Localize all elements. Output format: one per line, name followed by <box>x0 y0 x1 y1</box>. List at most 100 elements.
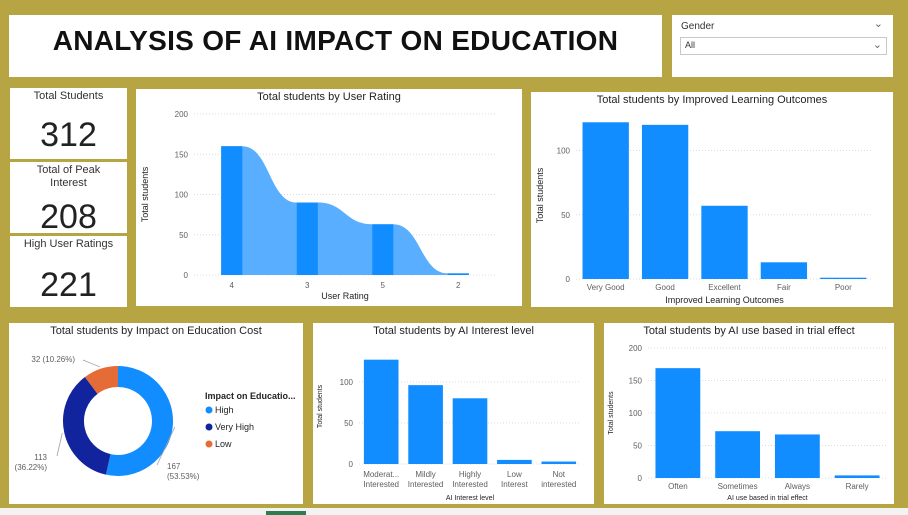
leader-line <box>56 432 63 457</box>
x-tick-label: 5 <box>381 281 386 290</box>
x-tick-label: interested <box>541 480 576 489</box>
chart-user-rating[interactable]: Total students by User Rating 0 50 100 150 2… <box>136 89 522 306</box>
bar <box>641 124 689 279</box>
x-tick-label: Not <box>553 470 566 479</box>
x-tick-label: Very Good <box>587 283 625 292</box>
bar <box>363 359 399 464</box>
dropdown-value: All <box>685 40 696 50</box>
x-axis-label: User Rating <box>321 291 369 301</box>
kpi-label: Total of Peak Interest <box>36 164 101 189</box>
legend-label: High <box>215 405 234 415</box>
legend-label: Low <box>215 439 232 449</box>
chart-title: Total students by Improved Learning Outc… <box>596 94 828 106</box>
kpi-value: 208 <box>40 198 97 236</box>
bar <box>452 398 488 464</box>
kpi-label: High User Ratings <box>23 238 114 250</box>
x-tick-label: Excellent <box>708 283 741 292</box>
chevron-down-icon[interactable]: ⌄ <box>872 39 882 51</box>
gender-slicer[interactable]: Gender ⌄ All ⌄ <box>672 15 893 77</box>
x-tick-label: Low <box>507 470 522 479</box>
title-card: ANALYSIS OF AI IMPACT ON EDUCATION <box>9 15 662 77</box>
data-label: (36.22%) <box>15 463 48 472</box>
chart-svg: 050100Moderat...InterestedMildlyInterest… <box>317 359 581 502</box>
y-tick-label: 150 <box>175 150 189 159</box>
bar <box>408 385 443 464</box>
donut-slice <box>84 366 119 395</box>
gender-dropdown[interactable]: All ⌄ <box>680 37 887 55</box>
bar <box>497 459 532 464</box>
x-tick-label: Interested <box>363 480 399 489</box>
leader-line <box>156 427 176 466</box>
chart-learning-outcomes[interactable]: Total students by Improved Learning Outc… <box>531 92 893 307</box>
x-tick-label: Moderat... <box>363 470 399 479</box>
y-tick-label: 50 <box>344 419 353 428</box>
chart-svg: 0 50 100 150 200 Often Sometimes Always Rarely AI… <box>608 344 887 502</box>
bar <box>820 277 867 279</box>
y-axis-label: Total students <box>140 166 150 222</box>
y-tick-label: 50 <box>561 211 570 220</box>
chart-svg: 0 50 100 150 200 4 3 5 2 User Rating Total student… <box>140 110 496 301</box>
chart-education-cost[interactable]: Total students by Impact on Education Co… <box>9 323 303 504</box>
x-tick-label: Highly <box>459 470 481 479</box>
bar <box>582 122 629 280</box>
data-label: (53.53%) <box>167 472 200 481</box>
y-tick-label: 100 <box>629 409 643 418</box>
x-tick-label: Interested <box>452 480 488 489</box>
x-axis-label: Improved Learning Outcomes <box>665 295 784 305</box>
x-tick-label: Good <box>655 283 675 292</box>
kpi-label: Total Students <box>33 90 104 102</box>
x-tick-label: Always <box>785 482 810 491</box>
x-tick-label: Poor <box>835 283 852 292</box>
y-tick-label: 0 <box>349 460 354 469</box>
x-tick-label: 4 <box>230 281 235 290</box>
chart-title: Total students by AI Interest level <box>373 325 534 337</box>
x-axis-label: AI use based in trial effect <box>727 495 807 502</box>
chart-trial-effect[interactable]: Total students by AI use based in trial … <box>604 323 894 504</box>
bar <box>715 431 761 478</box>
chart-interest-level[interactable]: Total students by AI Interest level 0 50 1… <box>313 323 594 504</box>
x-tick-label: Mildly <box>415 470 435 479</box>
page-tab[interactable] <box>266 511 306 515</box>
donut-slice <box>63 377 112 475</box>
bar <box>701 205 748 279</box>
x-tick-label: Sometimes <box>718 482 758 491</box>
legend-label: Very High <box>215 422 254 432</box>
chevron-down-icon[interactable]: ⌄ <box>873 18 883 30</box>
bar <box>221 146 243 275</box>
y-tick-label: 100 <box>175 191 189 200</box>
x-tick-label: Often <box>668 482 688 491</box>
y-tick-label: 200 <box>175 110 189 119</box>
bar <box>541 461 577 464</box>
bar <box>296 202 318 275</box>
bar <box>372 224 394 275</box>
donut-slice <box>105 366 173 476</box>
x-tick-label: Rarely <box>846 482 869 491</box>
y-tick-label: 100 <box>340 378 354 387</box>
x-tick-label: Interest <box>501 480 528 489</box>
x-tick-label: 3 <box>305 281 310 290</box>
bar <box>447 273 469 275</box>
legend-marker <box>205 423 213 431</box>
kpi-card-peak-interest[interactable]: Total of Peak Interest 208 <box>10 162 127 236</box>
kpi-value: 312 <box>40 116 97 154</box>
chart-title: Total students by User Rating <box>257 91 401 103</box>
kpi-card-high-ratings[interactable]: High User Ratings 221 <box>10 236 127 307</box>
y-axis-label: Total students <box>317 384 324 428</box>
data-label: 113 <box>34 453 47 462</box>
y-tick-label: 50 <box>633 442 642 451</box>
y-tick-label: 0 <box>566 275 571 284</box>
legend-marker <box>205 440 213 448</box>
kpi-card-total-students[interactable]: Total Students 312 <box>10 88 127 159</box>
x-tick-label: Interested <box>408 480 444 489</box>
y-tick-label: 0 <box>638 474 643 483</box>
chart-svg: 167(53.53%) 113(36.22%) 32 (10.26%) Impact … <box>15 355 296 481</box>
bar <box>774 434 820 478</box>
bottom-strip <box>0 508 908 515</box>
x-tick-label: 2 <box>456 281 461 290</box>
y-tick-label: 200 <box>629 344 643 353</box>
y-tick-label: 50 <box>179 231 188 240</box>
bar <box>760 262 808 279</box>
y-axis-label: Total students <box>535 167 545 223</box>
legend-title: Impact on Educatio... <box>205 391 296 401</box>
